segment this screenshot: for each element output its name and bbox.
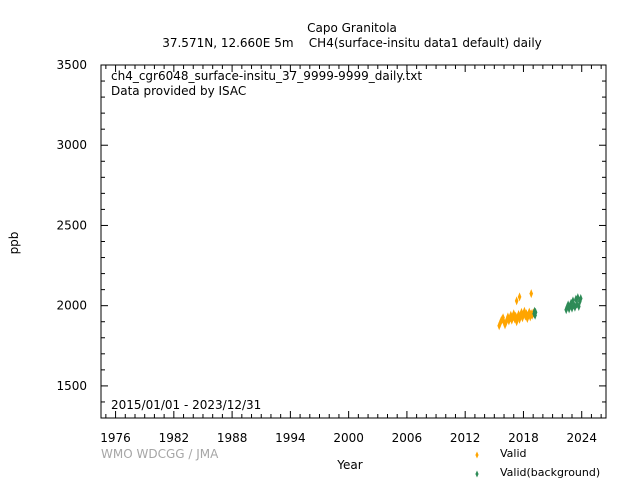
x-tick-label: 1976 [100, 431, 131, 445]
legend-marker-background [475, 470, 479, 478]
data-point-valid [498, 318, 502, 328]
data-point-background [566, 300, 570, 310]
data-point-valid [502, 317, 506, 327]
y-tick-label: 3000 [56, 138, 87, 152]
data-point-valid [506, 312, 510, 322]
chart-subtitle: 37.571N, 12.660E 5m CH4(surface-insitu d… [162, 36, 542, 50]
x-tick-label: 2006 [392, 431, 423, 445]
watermark: WMO WDCGG / JMA [101, 447, 219, 461]
x-tick-label: 1994 [275, 431, 306, 445]
data-point-valid [525, 314, 530, 324]
x-tick-label: 2012 [450, 431, 481, 445]
data-point-valid [514, 296, 519, 306]
x-tick-label: 1988 [217, 431, 248, 445]
provider-label: Data provided by ISAC [111, 84, 247, 98]
data-point-valid [517, 292, 522, 302]
data-point-valid [518, 311, 523, 321]
data-point-background [576, 293, 580, 303]
data-point-valid [501, 313, 505, 323]
data-point-valid [529, 289, 534, 299]
x-tick-label: 2024 [566, 431, 597, 445]
plot-frame [100, 64, 607, 419]
data-point-background [569, 298, 573, 308]
x-tick-label: 2000 [333, 431, 364, 445]
date-range-label: 2015/01/01 - 2023/12/31 [111, 398, 262, 412]
data-point-valid [497, 321, 501, 331]
x-axis-label: Year [337, 458, 363, 472]
legend-marker-valid [475, 451, 479, 459]
y-tick-label: 2000 [56, 299, 87, 313]
y-axis-label: ppb [7, 231, 21, 255]
legend-label-background: Valid(background) [500, 466, 601, 479]
y-tick-label: 2500 [56, 218, 87, 232]
data-point-background [533, 307, 538, 317]
filename-label: ch4_cgr6048_surface-insitu_37_9999-9999_… [111, 69, 423, 83]
x-tick-label: 1982 [159, 431, 190, 445]
chart-title: Capo Granitola [307, 21, 397, 35]
data-point-background [578, 293, 583, 303]
data-point-valid [528, 312, 533, 322]
y-tick-label: 1500 [56, 379, 87, 393]
data-point-valid [515, 313, 520, 323]
y-tick-label: 3500 [56, 58, 87, 72]
legend-label-valid: Valid [500, 447, 527, 460]
x-tick-label: 2018 [508, 431, 539, 445]
data-point-valid [512, 314, 517, 324]
